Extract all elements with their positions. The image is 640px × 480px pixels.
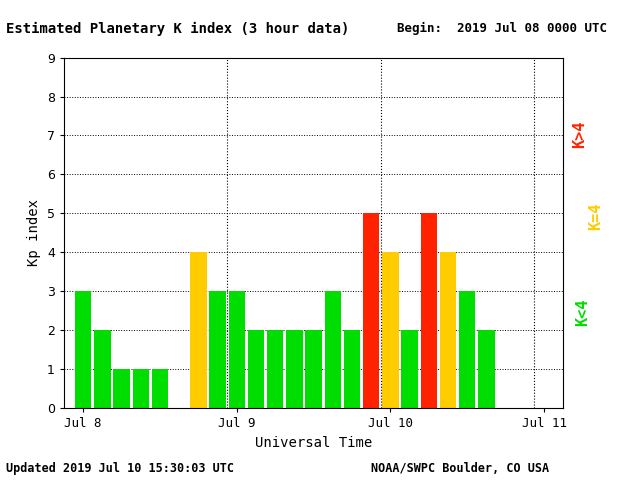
Bar [209, 291, 226, 408]
Bar [382, 252, 399, 408]
Bar [420, 213, 437, 408]
Bar [305, 330, 322, 408]
Bar [440, 252, 456, 408]
Text: NOAA/SWPC Boulder, CO USA: NOAA/SWPC Boulder, CO USA [371, 462, 549, 475]
Text: Begin:  2019 Jul 08 0000 UTC: Begin: 2019 Jul 08 0000 UTC [397, 22, 607, 35]
Bar [228, 291, 245, 408]
Y-axis label: Kp index: Kp index [28, 199, 42, 266]
Text: Updated 2019 Jul 10 15:30:03 UTC: Updated 2019 Jul 10 15:30:03 UTC [6, 462, 234, 475]
Bar [324, 291, 341, 408]
Bar [152, 369, 168, 408]
Bar [363, 213, 380, 408]
Bar [267, 330, 284, 408]
Bar [248, 330, 264, 408]
Bar [75, 291, 92, 408]
Bar [94, 330, 111, 408]
Text: K>4: K>4 [572, 120, 587, 148]
Bar [478, 330, 495, 408]
Bar [344, 330, 360, 408]
Text: K<4: K<4 [575, 298, 590, 326]
Bar [132, 369, 149, 408]
X-axis label: Universal Time: Universal Time [255, 435, 372, 450]
Text: K=4: K=4 [588, 202, 603, 230]
Bar [401, 330, 418, 408]
Bar [113, 369, 130, 408]
Bar [459, 291, 476, 408]
Bar [190, 252, 207, 408]
Text: Estimated Planetary K index (3 hour data): Estimated Planetary K index (3 hour data… [6, 22, 350, 36]
Bar [286, 330, 303, 408]
